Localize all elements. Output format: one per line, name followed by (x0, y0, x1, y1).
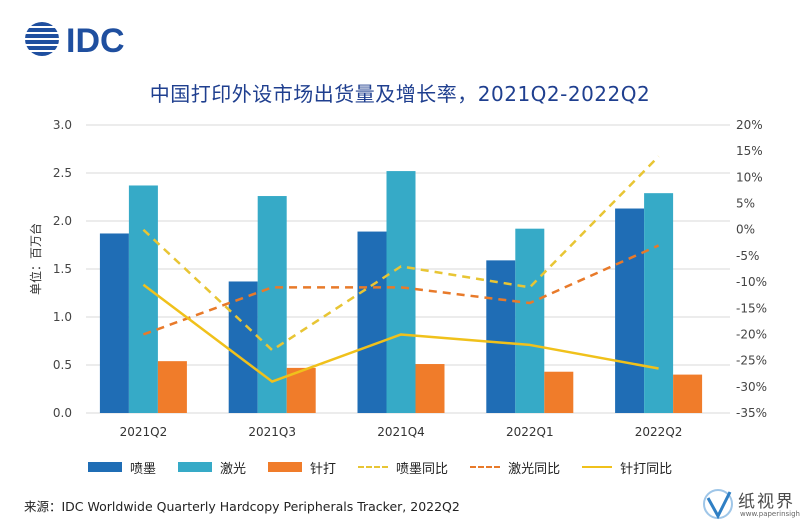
bar-针打 (415, 364, 445, 413)
bar-喷墨 (357, 231, 387, 413)
y2-tick-label: 20% (736, 118, 763, 132)
y2-tick-label: -10% (736, 275, 767, 289)
y-tick-label: 3.0 (53, 118, 72, 132)
y2-tick-label: -15% (736, 301, 767, 315)
legend-swatch (88, 462, 122, 472)
bar-针打 (544, 371, 574, 413)
y2-tick-label: 0% (736, 223, 755, 237)
x-tick-label: 2022Q2 (635, 425, 683, 439)
legend-item: 喷墨同比 (358, 458, 448, 477)
y-tick-label: 2.0 (53, 214, 72, 228)
legend-label: 激光同比 (508, 461, 561, 477)
legend-swatch (178, 462, 213, 472)
x-tick-label: 2021Q2 (120, 425, 168, 439)
bar-激光 (644, 193, 674, 413)
legend-item: 激光 (178, 458, 246, 477)
y-axis-label: 单位：百万台 (28, 223, 43, 295)
x-tick-label: 2021Q3 (248, 425, 296, 439)
legend-label: 喷墨 (130, 461, 157, 477)
bar-喷墨 (486, 260, 516, 413)
source-note: 来源：IDC Worldwide Quarterly Hardcopy Peri… (24, 499, 460, 514)
y2-tick-label: -35% (736, 406, 767, 420)
x-tick-label: 2021Q4 (377, 425, 425, 439)
bar-喷墨 (99, 233, 129, 413)
y2-tick-label: -25% (736, 354, 767, 368)
watermark-logo-icon (703, 489, 733, 520)
y-tick-label: 0.5 (53, 358, 72, 372)
y-tick-label: 2.5 (53, 166, 72, 180)
line-激光同比 (142, 244, 660, 336)
y2-tick-label: 5% (736, 197, 755, 211)
bar-针打 (157, 361, 187, 413)
bar-喷墨 (615, 208, 645, 413)
y-tick-label: 0.0 (53, 406, 72, 420)
legend-label: 喷墨同比 (396, 461, 449, 477)
bar-针打 (673, 374, 703, 413)
legend-item: 激光同比 (470, 458, 560, 477)
line-喷墨同比 (142, 155, 660, 352)
bar-喷墨 (228, 281, 258, 413)
idc-logo: IDC (22, 17, 152, 61)
legend-swatch (268, 462, 303, 472)
idc-logo-text: IDC (66, 22, 125, 60)
legend-item: 针打同比 (582, 458, 672, 477)
legend-label: 针打 (310, 461, 337, 477)
chart-legend: 喷墨 激光 针打 喷墨同比 激光同比 针打同比 (88, 458, 728, 477)
y-tick-label: 1.0 (53, 310, 72, 324)
legend-swatch (582, 466, 613, 468)
legend-swatch (358, 466, 389, 468)
y-tick-label: 1.5 (53, 262, 72, 276)
y2-tick-label: 10% (736, 170, 763, 184)
legend-swatch (470, 466, 501, 468)
watermark: 纸视界 www.paperinsight.net (700, 483, 800, 525)
y2-tick-label: -20% (736, 327, 767, 341)
y2-tick-label: -30% (736, 380, 767, 394)
watermark-url: www.paperinsight.net (740, 510, 800, 518)
bar-激光 (386, 171, 416, 413)
bar-激光 (128, 185, 158, 413)
line-针打同比 (142, 283, 659, 383)
watermark-text: 纸视界 (738, 492, 795, 512)
y2-tick-label: 15% (736, 144, 763, 158)
chart-title: 中国打印外设市场出货量及增长率，2021Q2-2022Q2 (149, 82, 651, 106)
legend-item: 针打 (268, 458, 336, 477)
x-tick-label: 2022Q1 (506, 425, 554, 439)
bar-激光 (515, 228, 545, 413)
legend-label: 针打同比 (620, 461, 673, 477)
legend-label: 激光 (220, 461, 247, 477)
y2-tick-label: -5% (736, 249, 759, 263)
legend-item: 喷墨 (88, 458, 156, 477)
idc-globe-icon: IDC (25, 22, 125, 60)
